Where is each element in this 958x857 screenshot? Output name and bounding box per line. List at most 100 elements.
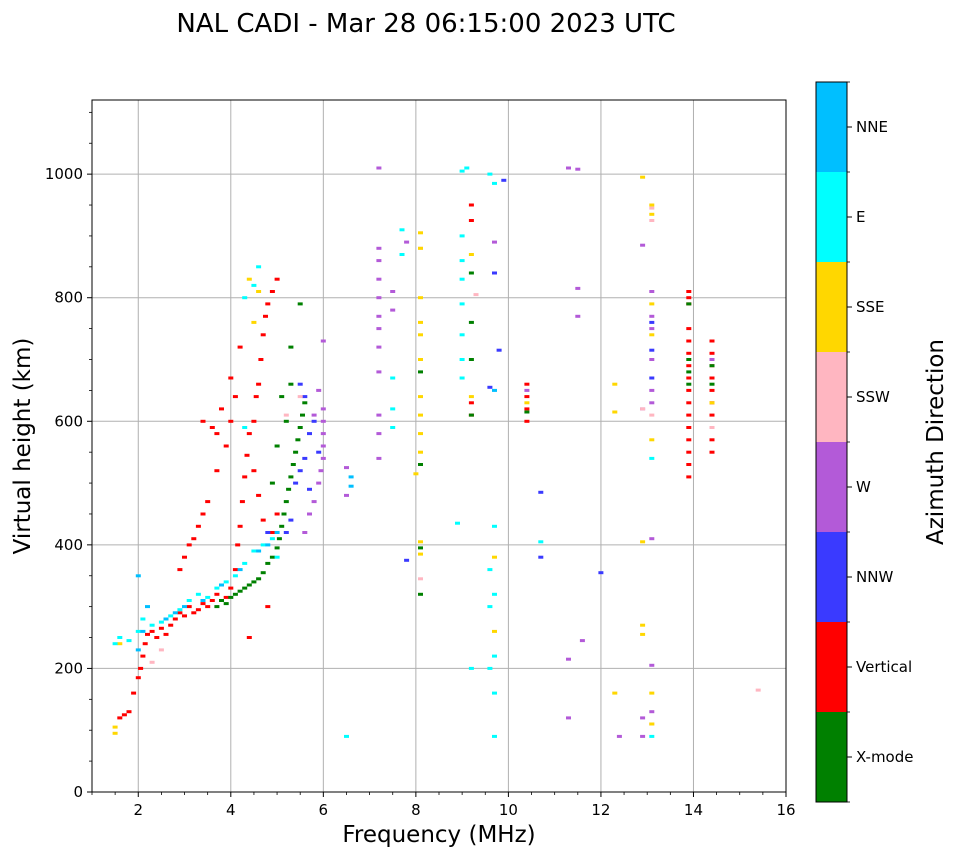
data-points	[112, 166, 761, 738]
data-point-sse	[649, 203, 655, 207]
data-point-x-mode	[297, 426, 303, 429]
x-tick-label: 14	[684, 801, 703, 819]
data-point-sse	[418, 552, 423, 556]
data-point-sse	[413, 472, 419, 476]
data-point-e	[459, 234, 465, 238]
data-point-x-mode	[286, 487, 292, 491]
data-point-x-mode	[288, 382, 294, 386]
data-point-x-mode	[219, 599, 224, 602]
data-point-vertical	[209, 426, 215, 429]
data-point-sse	[418, 395, 423, 399]
data-point-x-mode	[274, 444, 280, 448]
data-point-x-mode	[468, 358, 474, 361]
data-point-vertical	[186, 605, 192, 609]
data-point-vertical	[686, 364, 692, 368]
data-point-ssw	[473, 293, 479, 297]
data-point-e	[112, 642, 118, 646]
colorbar-tick-label: X-mode	[856, 748, 913, 766]
data-point-x-mode	[686, 358, 692, 361]
data-point-ssw	[418, 577, 423, 581]
data-point-sse	[468, 253, 474, 256]
data-point-e	[649, 734, 655, 738]
data-point-vertical	[209, 599, 215, 602]
data-point-e	[186, 599, 192, 602]
data-point-vertical	[135, 676, 141, 680]
data-point-sse	[418, 296, 423, 300]
data-point-vertical	[274, 277, 280, 281]
x-axis-ticks: 2 4 6 8 10 12 14 16	[91, 792, 796, 819]
data-point-vertical	[177, 568, 183, 572]
data-point-nnw	[302, 456, 308, 460]
data-point-w	[307, 512, 312, 516]
data-point-vertical	[686, 438, 692, 442]
data-point-e	[242, 426, 248, 429]
data-point-e	[390, 407, 396, 411]
data-point-x-mode	[232, 592, 238, 596]
data-point-x-mode	[265, 561, 271, 565]
data-point-nnw	[487, 385, 493, 389]
data-point-x-mode	[686, 302, 692, 306]
data-point-vertical	[269, 531, 275, 534]
data-point-x-mode	[251, 580, 257, 584]
data-point-vertical	[709, 376, 715, 380]
x-tick-label: 8	[411, 801, 421, 819]
data-point-vertical	[223, 444, 229, 448]
data-point-vertical	[242, 475, 248, 479]
data-point-vertical	[269, 290, 275, 293]
data-point-w	[649, 388, 655, 392]
data-point-w	[575, 286, 581, 290]
data-point-sse	[649, 438, 655, 442]
data-point-w	[492, 240, 497, 244]
data-point-nnw	[307, 487, 312, 491]
data-point-e	[242, 561, 248, 565]
x-tick-label: 10	[499, 801, 518, 819]
data-point-w	[649, 537, 655, 541]
data-point-vertical	[154, 636, 160, 639]
data-point-w	[376, 259, 382, 263]
data-point-vertical	[239, 500, 245, 504]
data-point-nnw	[316, 450, 322, 454]
data-point-vertical	[244, 453, 250, 457]
data-point-x-mode	[242, 586, 248, 590]
data-point-w	[390, 290, 396, 293]
data-point-w	[316, 481, 322, 485]
data-point-w	[376, 277, 382, 281]
data-point-x-mode	[269, 555, 275, 559]
data-point-vertical	[214, 432, 220, 436]
y-tick-label: 200	[54, 659, 83, 677]
data-point-e	[492, 524, 497, 528]
data-point-vertical	[709, 339, 715, 343]
data-point-ssw	[640, 407, 646, 411]
data-point-e	[459, 358, 465, 361]
data-point-w	[649, 401, 655, 405]
data-point-x-mode	[293, 450, 299, 454]
data-point-x-mode	[709, 364, 715, 368]
data-point-nnw	[302, 395, 308, 399]
data-point-e	[455, 521, 460, 525]
data-point-e	[269, 537, 275, 541]
data-point-sse	[640, 175, 646, 179]
data-point-e	[468, 666, 474, 670]
colorbar-segment	[816, 172, 847, 262]
data-point-w	[640, 734, 646, 738]
data-point-x-mode	[468, 320, 474, 324]
data-point-w	[649, 358, 655, 361]
data-point-ssw	[649, 413, 655, 417]
data-point-x-mode	[288, 345, 294, 349]
data-point-vertical	[200, 602, 206, 606]
data-point-x-mode	[297, 302, 303, 306]
data-point-e	[205, 595, 211, 599]
data-point-vertical	[158, 626, 164, 630]
data-point-vertical	[121, 713, 127, 717]
data-point-vertical	[228, 419, 234, 423]
data-point-vertical	[200, 419, 206, 423]
data-point-nne	[256, 549, 262, 553]
data-point-sse	[251, 320, 257, 324]
data-point-w	[566, 166, 571, 170]
x-tick-label: 2	[133, 801, 143, 819]
data-point-e	[117, 636, 123, 639]
data-point-sse	[612, 691, 618, 695]
data-point-w	[302, 531, 308, 534]
data-point-e	[487, 605, 493, 609]
data-point-nne	[182, 605, 187, 609]
